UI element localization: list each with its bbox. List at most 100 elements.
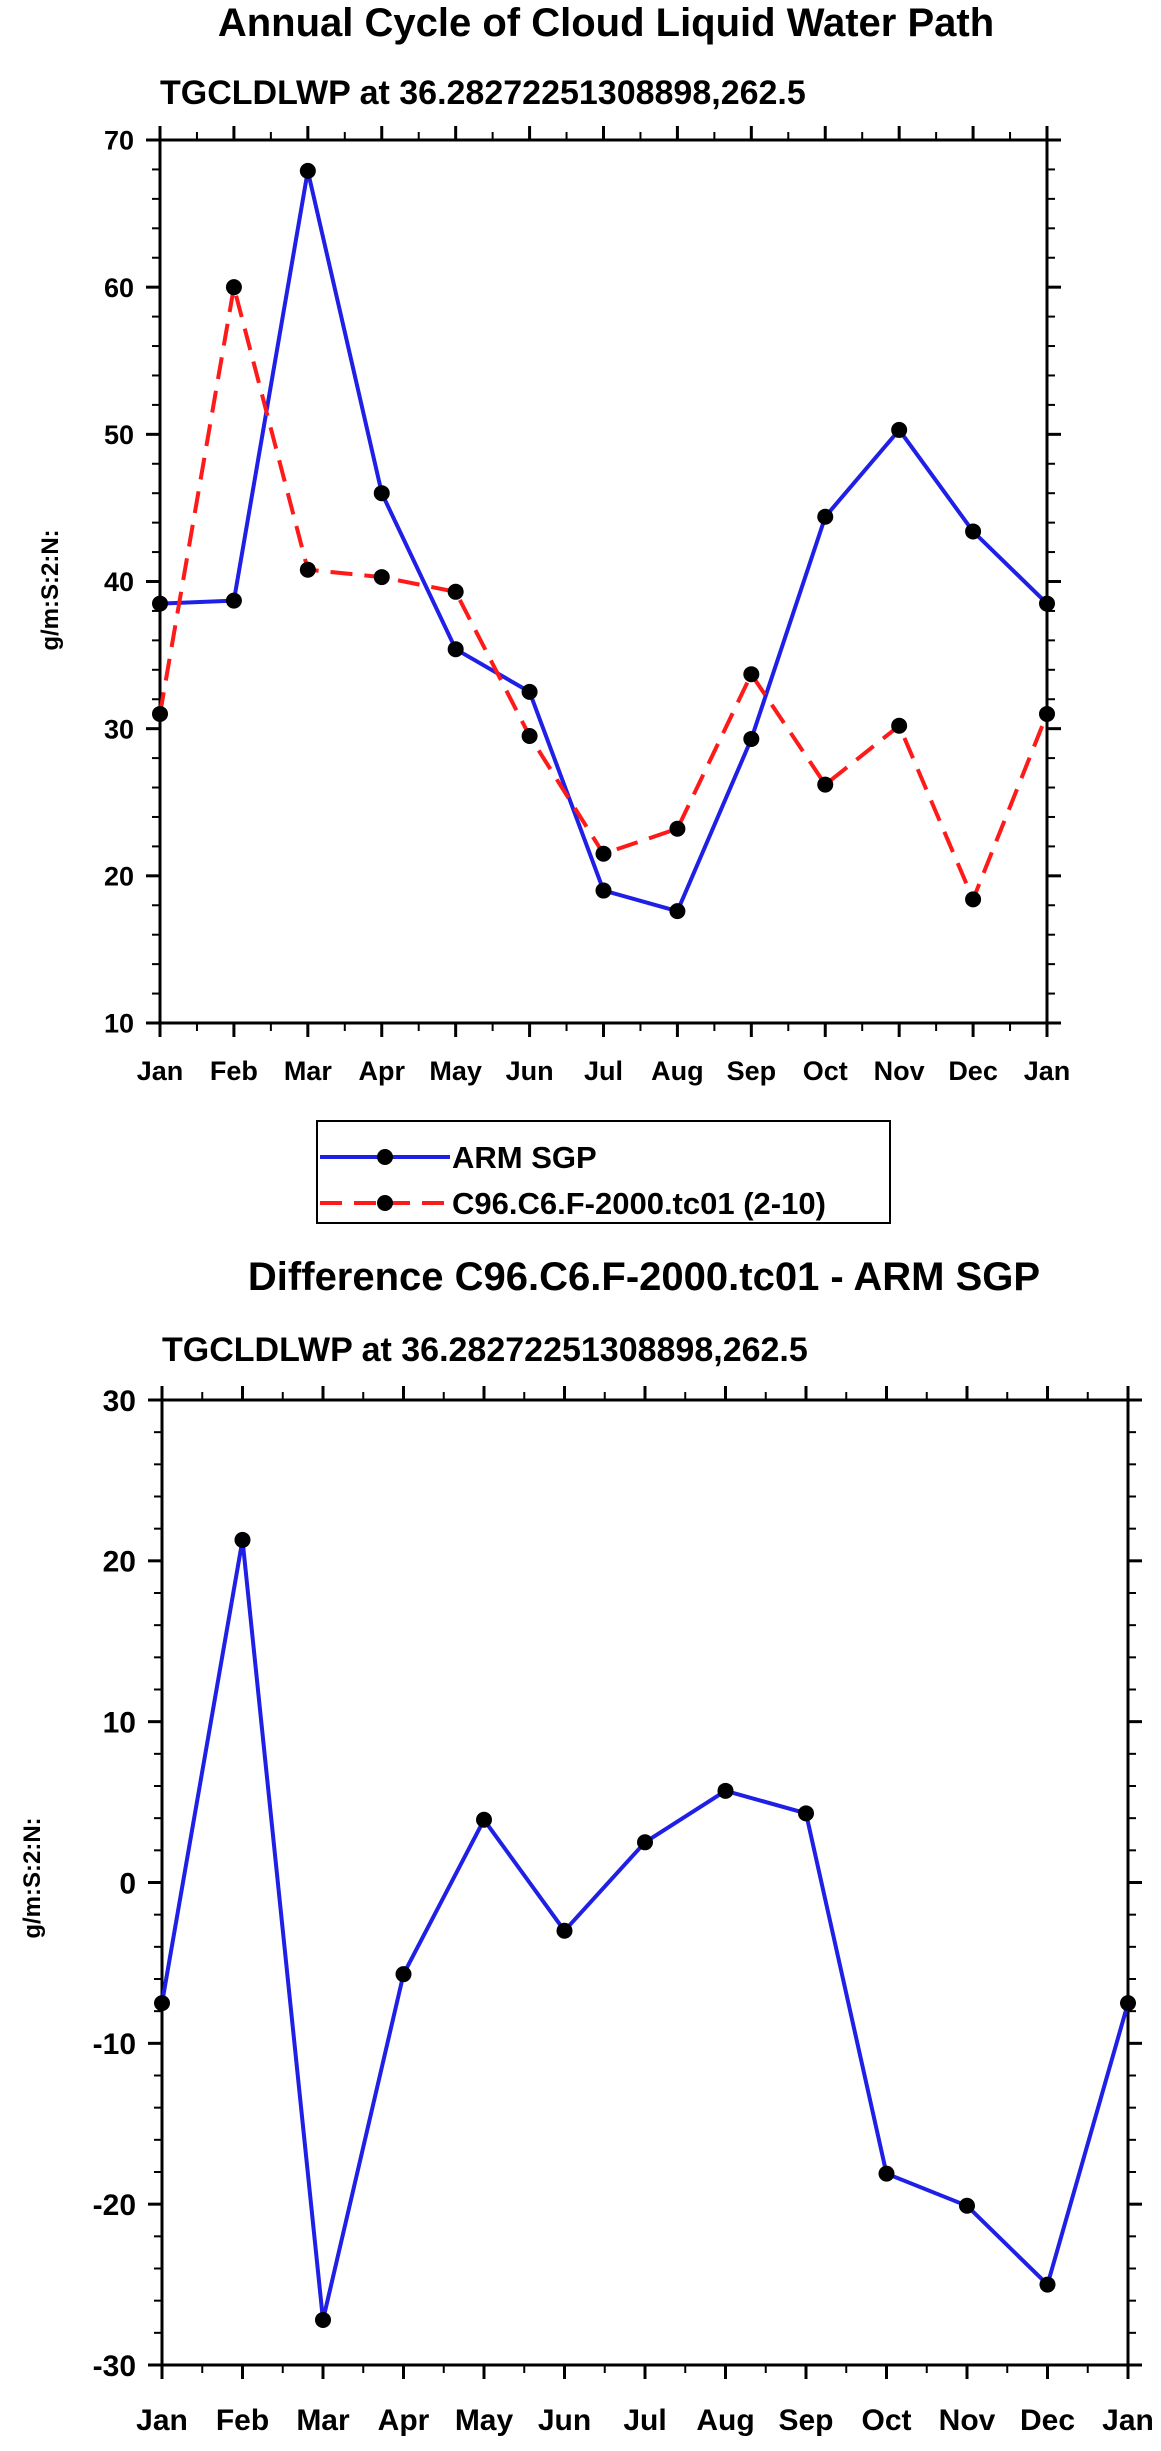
data-point [373, 569, 390, 586]
x-tick-label: Jun [506, 1056, 554, 1086]
x-tick-label: Jan [1024, 1056, 1071, 1086]
plot-frame [158, 138, 1049, 1025]
y-tick-label: -10 [93, 2028, 136, 2061]
y-tick-label: 60 [104, 273, 134, 303]
data-point [965, 523, 982, 540]
data-point [225, 592, 242, 609]
data-point [1120, 1995, 1136, 2012]
axis-ticks [146, 126, 1061, 1037]
data-point [476, 1811, 492, 1828]
legend-label-model: C96.C6.F-2000.tc01 (2-10) [452, 1186, 826, 1221]
data-point [373, 485, 390, 502]
data-point [315, 2311, 331, 2328]
data-point [798, 1805, 814, 1822]
data-point [234, 1531, 251, 1548]
data-point [743, 666, 760, 683]
chart-title: Difference C96.C6.F-2000.tc01 - ARM SGP [248, 1255, 1040, 1299]
x-tick-label: Dec [948, 1056, 998, 1086]
data-point [447, 641, 464, 658]
x-tick-label: Mar [284, 1056, 333, 1086]
data-point [817, 508, 834, 525]
y-tick-label: 20 [103, 1546, 136, 1579]
data-point [395, 1966, 412, 1983]
data-point [1039, 705, 1055, 722]
y-tick-label: 10 [103, 1706, 136, 1739]
data-point [878, 2165, 895, 2182]
data-point [556, 1922, 573, 1939]
x-tick-label: Feb [210, 1056, 258, 1086]
data-point [299, 162, 316, 179]
data-point [447, 583, 464, 600]
annual-cycle-chart: Annual Cycle of Cloud Liquid Water Path … [37, 1, 1070, 1086]
data-point [1039, 2276, 1056, 2293]
y-tick-label: -20 [93, 2189, 136, 2222]
x-tick-label: Oct [803, 1056, 848, 1086]
x-tick-label: Aug [696, 2404, 754, 2437]
legend-label-arm-sgp: ARM SGP [452, 1140, 597, 1175]
legend-marker-arm-sgp [377, 1149, 393, 1165]
x-tick-label: Jul [584, 1056, 623, 1086]
data-point [521, 683, 538, 700]
data-point [959, 2197, 975, 2214]
data-point [965, 891, 982, 908]
axis-tick-labels: 10 20 30 40 50 60 70 Jan Feb Mar Apr May Jun Jul Aug Se… [104, 126, 1070, 1086]
y-tick-label: 70 [104, 126, 134, 156]
chart-title: Annual Cycle of Cloud Liquid Water Path [218, 1, 994, 45]
x-tick-label: Sep [778, 2404, 833, 2437]
data-point [1039, 595, 1055, 612]
data-point [152, 595, 168, 612]
x-tick-label: Mar [296, 2404, 350, 2437]
x-tick-label: Sep [727, 1056, 777, 1086]
y-axis-label: g/m:S:2:N: [37, 529, 64, 650]
x-tick-label: Jan [137, 1056, 184, 1086]
x-tick-label: Oct [861, 2404, 911, 2437]
data-point [743, 730, 760, 747]
x-tick-label: Nov [939, 2404, 996, 2437]
x-tick-label: Nov [874, 1056, 925, 1086]
x-tick-label: Jun [538, 2404, 591, 2437]
y-tick-label: 0 [119, 1867, 136, 1900]
data-point [669, 903, 686, 920]
x-tick-label: Apr [359, 1056, 406, 1086]
data-point [669, 820, 686, 837]
y-tick-label: 50 [104, 420, 134, 450]
data-point [299, 561, 316, 578]
y-tick-label: 30 [104, 714, 134, 744]
series-line-0 [160, 1537, 1130, 2322]
y-tick-label: 40 [104, 567, 134, 597]
x-tick-label: May [429, 1056, 482, 1086]
y-tick-label: 20 [104, 862, 134, 892]
x-tick-label: Dec [1020, 2404, 1075, 2437]
axis-tick-labels: -30 -20 -10 0 10 20 30 Jan Feb Mar Apr May Jun Jul Aug… [93, 1385, 1154, 2437]
x-tick-label: Jan [136, 2404, 188, 2437]
data-point [225, 279, 242, 296]
x-tick-label: Jan [1102, 2404, 1154, 2437]
data-point [637, 1834, 653, 1851]
data-point [595, 845, 612, 862]
x-tick-label: Apr [378, 2404, 430, 2437]
x-tick-label: Feb [216, 2404, 269, 2437]
plot-frame [160, 1398, 1130, 2367]
x-tick-label: May [455, 2404, 514, 2437]
data-point [717, 1782, 734, 1799]
data-series [154, 1531, 1136, 2328]
legend-box [316, 1120, 891, 1224]
series-line-0 [159, 168, 1049, 914]
data-series [152, 162, 1055, 920]
legend: ARM SGP C96.C6.F-2000.tc01 (2-10) [316, 1120, 891, 1224]
data-point [152, 705, 168, 722]
y-axis-label: g/m:S:2:N: [19, 1817, 46, 1938]
data-point [891, 421, 908, 438]
y-tick-label: 10 [104, 1009, 134, 1039]
series-line-1 [158, 285, 1049, 902]
y-tick-label: -30 [93, 2350, 136, 2383]
y-tick-label: 30 [103, 1385, 136, 1418]
x-tick-label: Jul [623, 2404, 666, 2437]
data-point [891, 717, 908, 734]
chart-subtitle: TGCLDLWP at 36.28272251308898,262.5 [160, 74, 806, 112]
difference-chart: Difference C96.C6.F-2000.tc01 - ARM SGP … [19, 1255, 1154, 2437]
data-point [521, 728, 538, 745]
x-tick-label: Aug [651, 1056, 703, 1086]
data-point [154, 1995, 170, 2012]
